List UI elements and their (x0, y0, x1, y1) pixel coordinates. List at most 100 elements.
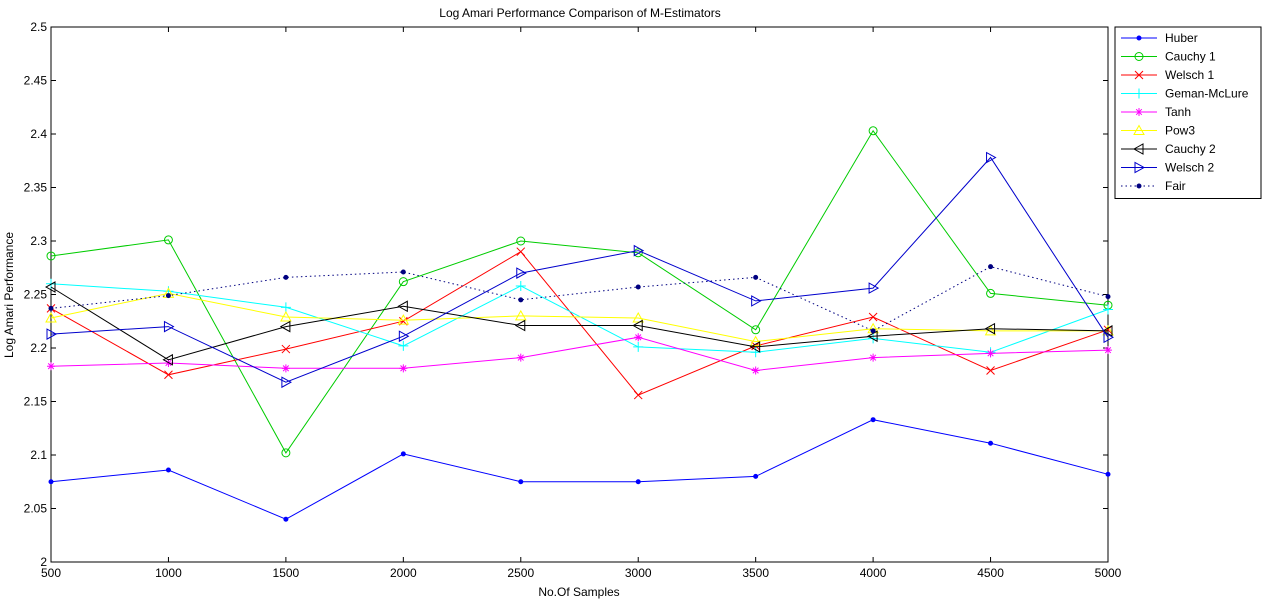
data-point (516, 353, 525, 362)
data-point (1104, 346, 1112, 355)
data-point (634, 333, 643, 342)
data-point (1134, 52, 1144, 61)
data-point (868, 333, 879, 344)
data-point (868, 312, 878, 322)
data-point (281, 448, 291, 458)
x-tick-label: 4000 (860, 566, 887, 580)
series-line (50, 286, 1109, 361)
data-point (986, 288, 996, 298)
data-point (514, 309, 527, 321)
data-point (281, 364, 290, 373)
data-point (1103, 304, 1113, 315)
y-tick-label: 2.15 (24, 395, 48, 409)
data-point (397, 300, 408, 313)
data-point (48, 479, 54, 485)
series-line (50, 419, 1109, 520)
data-point (280, 310, 292, 322)
data-point (514, 319, 526, 332)
data-point (47, 362, 55, 371)
legend-label: Welsch 2 (1165, 161, 1214, 175)
data-point (988, 264, 994, 270)
data-point (635, 284, 641, 290)
legend: Huber Cauchy 1 Welsch 1 Geman-McLure Tanh Pow… (1114, 26, 1262, 199)
data-point (165, 293, 171, 299)
data-point (515, 280, 526, 291)
data-point (870, 328, 876, 334)
data-point (281, 376, 292, 389)
legend-item: Geman-McLure (1121, 87, 1249, 101)
data-point (162, 353, 173, 366)
series-huber (48, 417, 1111, 522)
data-point (635, 479, 641, 485)
legend-label: Cauchy 1 (1165, 50, 1216, 64)
data-point (869, 353, 878, 362)
data-point (516, 267, 527, 279)
data-point (1105, 471, 1111, 477)
data-point (632, 319, 643, 332)
series-pow3 (45, 287, 1114, 347)
x-axis-label: No.Of Samples (538, 585, 619, 599)
y-tick-label: 2.3 (30, 234, 47, 248)
data-point (868, 126, 878, 136)
data-point (633, 244, 645, 257)
data-point (279, 320, 291, 333)
data-point (48, 305, 54, 311)
legend-item: Tanh (1121, 105, 1191, 119)
x-tick-label: 3000 (625, 566, 652, 580)
data-point (1136, 35, 1142, 41)
data-point (516, 236, 526, 246)
series-line (50, 336, 1109, 372)
legend-item: Pow3 (1121, 124, 1195, 138)
data-point (1133, 124, 1145, 135)
legend-item: Fair (1121, 179, 1186, 193)
y-axis-ticks: 2 2.05 2.1 2.15 2.2 2.25 2.3 2.35 2.4 2.45 2.5 (24, 20, 1108, 569)
x-tick-label: 1500 (273, 566, 300, 580)
series-line (50, 251, 1109, 396)
x-tick-label: 4500 (977, 566, 1004, 580)
legend-label: Pow3 (1165, 124, 1195, 138)
y-tick-label: 2 (40, 555, 47, 569)
x-tick-label: 500 (41, 566, 61, 580)
data-point (518, 479, 524, 485)
y-tick-label: 2.05 (24, 502, 48, 516)
y-tick-label: 2.2 (30, 341, 47, 355)
data-point (867, 330, 878, 343)
y-tick-label: 2.35 (24, 181, 48, 195)
data-point (1134, 70, 1144, 80)
data-point (46, 328, 58, 340)
data-point (283, 274, 289, 280)
data-point (163, 235, 173, 245)
legend-item: Huber (1121, 31, 1198, 45)
data-point (1105, 294, 1111, 300)
data-point (164, 370, 173, 380)
legend-item: Cauchy 2 (1121, 142, 1216, 156)
data-point (868, 282, 880, 294)
data-point (398, 340, 409, 351)
data-point (398, 277, 408, 287)
data-point (1136, 183, 1142, 189)
data-point (518, 297, 524, 303)
y-tick-label: 2.45 (24, 74, 48, 88)
legend-item: Cauchy 1 (1121, 50, 1216, 64)
legend-label: Fair (1165, 179, 1186, 193)
y-axis-label: Log Amari Performance (2, 232, 16, 358)
series-cauchy-2 (44, 281, 1113, 366)
data-point (749, 335, 762, 347)
data-point (1132, 143, 1144, 155)
legend-label: Geman-McLure (1165, 87, 1249, 101)
x-axis-ticks: 500 1000 1500 2000 2500 3000 3500 4000 4500 5000 (41, 27, 1122, 580)
chart-title: Log Amari Performance Comparison of M-Es… (439, 6, 720, 20)
data-point (165, 467, 171, 473)
data-point (45, 312, 57, 323)
data-point (400, 269, 406, 275)
y-tick-label: 2.4 (30, 127, 47, 141)
data-point (984, 322, 996, 335)
data-point (44, 281, 56, 293)
series-line (50, 129, 1109, 454)
data-point (986, 151, 997, 164)
series-line (50, 156, 1109, 383)
legend-item: Welsch 2 (1121, 161, 1214, 175)
data-point (753, 274, 759, 280)
legend-label: Welsch 1 (1165, 68, 1214, 82)
